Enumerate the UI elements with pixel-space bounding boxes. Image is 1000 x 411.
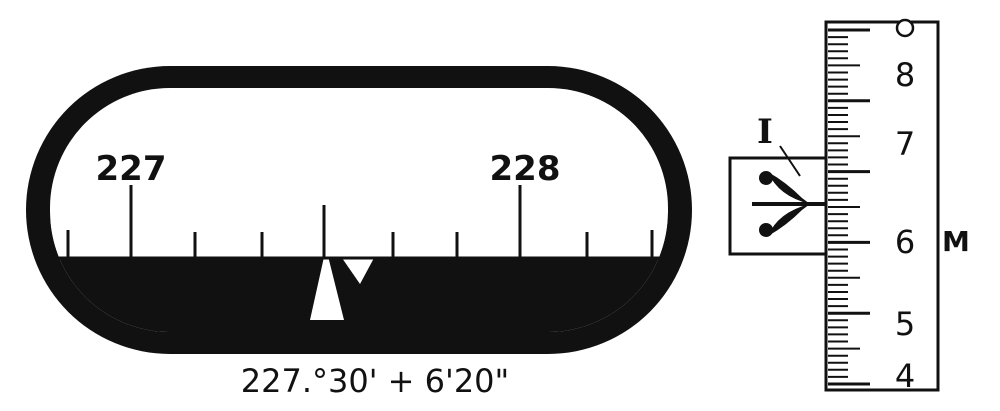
reading-caption: 227.°30' + 6'20"	[241, 362, 510, 400]
circle-dial: 227 228	[26, 66, 692, 354]
marker-leader-line	[779, 145, 801, 177]
dial-label-228: 228	[490, 149, 561, 189]
scale-label-4: 4	[895, 357, 915, 395]
scale-ticks	[828, 28, 870, 386]
scale-top-ring	[895, 18, 915, 38]
scale-label-5: 5	[895, 305, 915, 343]
dial-notch	[342, 258, 374, 284]
scale-unit-label: M	[942, 225, 970, 258]
scale-label-7: 7	[895, 125, 915, 163]
slider-marker-label: I	[757, 112, 773, 152]
scale-label-8: 8	[895, 56, 915, 94]
index-pointer	[310, 248, 344, 320]
dial-label-227: 227	[96, 149, 167, 189]
vernier-slider: I	[728, 112, 828, 256]
arrow-marker-icon	[752, 171, 826, 237]
scale-label-6: 6	[895, 223, 915, 261]
dial-minor-ticks	[66, 230, 654, 258]
vernier-scale: 8 7 6 5 4 M	[824, 18, 970, 395]
